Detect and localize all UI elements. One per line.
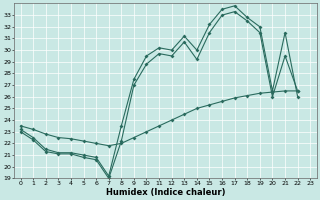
X-axis label: Humidex (Indice chaleur): Humidex (Indice chaleur) — [106, 188, 225, 197]
